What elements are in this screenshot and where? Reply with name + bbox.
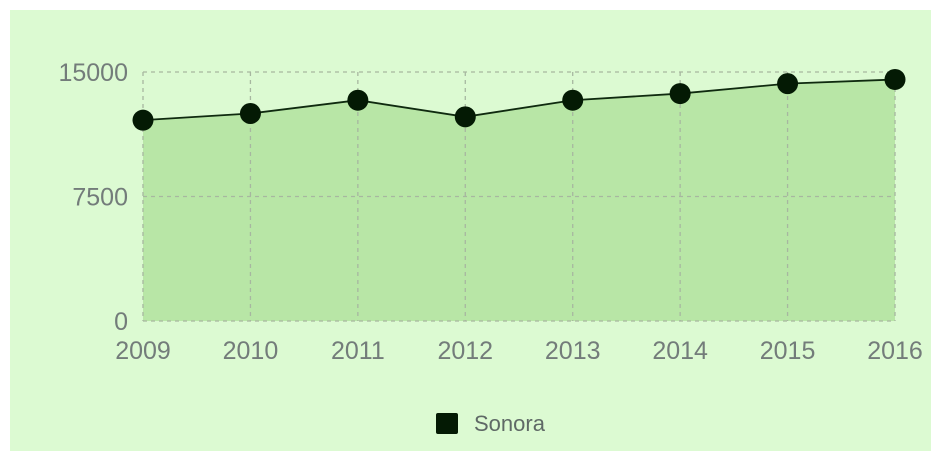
x-tick-label: 2014: [652, 337, 708, 365]
data-point-2011[interactable]: [347, 89, 369, 111]
series-line-layer: [142, 78, 896, 122]
x-tick-label: 2013: [545, 337, 601, 365]
legend-swatch: [436, 413, 458, 434]
x-axis-tick-labels: 2009 2010 2011 2012 2013 2014 2015 2016: [115, 337, 923, 365]
x-tick-label: 2010: [223, 337, 279, 365]
data-point-2010[interactable]: [239, 103, 261, 124]
y-tick-label: 0: [114, 308, 128, 336]
y-tick-label: 15000: [58, 59, 128, 87]
legend-label: Sonora: [474, 411, 546, 436]
y-axis-tick-labels: 0 7500 15000: [58, 59, 128, 336]
chart-panel: 0 7500 15000 2009 2010 2011 2012 2013 2014 2015 2…: [10, 10, 931, 451]
x-tick-label: 2009: [115, 337, 171, 365]
x-tick-label: 2016: [867, 337, 923, 365]
x-tick-label: 2011: [331, 337, 385, 365]
data-point-2013[interactable]: [562, 89, 584, 111]
data-point-2014[interactable]: [669, 83, 691, 105]
x-tick-label: 2012: [437, 337, 493, 365]
data-point-2009[interactable]: [132, 109, 154, 131]
data-points: [132, 68, 906, 131]
data-point-2012[interactable]: [454, 106, 476, 128]
series-line: [142, 78, 896, 122]
data-point-2016[interactable]: [884, 68, 906, 90]
y-tick-label: 7500: [72, 184, 128, 212]
series-area-layer: [143, 79, 895, 321]
series-area: [143, 79, 895, 321]
data-point-2015[interactable]: [777, 73, 799, 95]
x-tick-label: 2015: [760, 337, 816, 365]
legend[interactable]: Sonora: [436, 411, 546, 436]
